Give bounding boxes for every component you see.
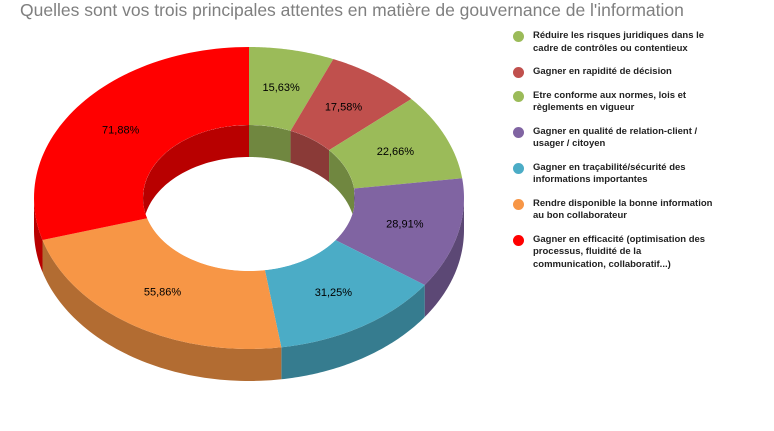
slice-inner-side bbox=[143, 125, 249, 230]
data-label: 17,58% bbox=[325, 101, 363, 113]
legend-label: Etre conforme aux normes, lois et règlem… bbox=[533, 89, 687, 114]
legend-marker bbox=[513, 126, 524, 138]
slice-inner-side bbox=[290, 130, 330, 183]
slice bbox=[42, 218, 282, 349]
data-label: 31,25% bbox=[315, 287, 353, 299]
slice-side bbox=[42, 240, 282, 381]
legend-item: Réduire les risques juridiques dans le c… bbox=[510, 30, 715, 55]
chart-title: Quelles sont vos trois principales atten… bbox=[20, 0, 684, 20]
slice bbox=[249, 47, 334, 131]
legend-item: Rendre disponible la bonne information a… bbox=[510, 198, 715, 223]
slice-inner-side bbox=[329, 150, 355, 221]
slice bbox=[264, 240, 425, 348]
legend-item: Gagner en efficacité (optimisation des p… bbox=[510, 234, 715, 272]
legend-label: Gagner en traçabilité/sécurité des infor… bbox=[533, 161, 686, 186]
legend-item: Gagner en rapidité de décision bbox=[510, 66, 715, 79]
legend-label: Gagner en qualité de relation-client / u… bbox=[533, 125, 698, 150]
legend: Réduire les risques juridiques dans le c… bbox=[510, 30, 715, 282]
hole-walls bbox=[143, 125, 355, 271]
data-label: 71,88% bbox=[102, 125, 140, 137]
legend-marker bbox=[513, 90, 524, 102]
slice bbox=[329, 99, 463, 189]
slice-side bbox=[34, 198, 43, 273]
data-label: 22,66% bbox=[377, 146, 415, 158]
slice-side bbox=[281, 285, 425, 380]
data-label: 15,63% bbox=[262, 82, 300, 94]
slice bbox=[335, 178, 464, 286]
legend-item: Gagner en qualité de relation-client / u… bbox=[510, 126, 715, 151]
slice bbox=[290, 59, 412, 151]
legend-marker bbox=[513, 234, 524, 246]
legend-marker bbox=[513, 31, 524, 42]
legend-label: Gagner en efficacité (optimisation des p… bbox=[533, 233, 706, 270]
legend-marker bbox=[513, 162, 524, 174]
data-label: 55,86% bbox=[144, 286, 182, 298]
legend-item: Etre conforme aux normes, lois et règlem… bbox=[510, 90, 715, 115]
legend-item: Gagner en traçabilité/sécurité des infor… bbox=[510, 162, 715, 187]
slice-side bbox=[424, 198, 464, 318]
legend-label: Réduire les risques juridiques dans le c… bbox=[533, 30, 705, 54]
slice bbox=[34, 47, 249, 241]
legend-marker bbox=[513, 67, 524, 78]
slice-inner-side bbox=[249, 125, 291, 163]
legend-marker bbox=[513, 198, 524, 210]
legend-label: Rendre disponible la bonne information a… bbox=[533, 197, 713, 222]
data-label: 28,91% bbox=[386, 219, 424, 231]
legend-label: Gagner en rapidité de décision bbox=[533, 66, 672, 77]
